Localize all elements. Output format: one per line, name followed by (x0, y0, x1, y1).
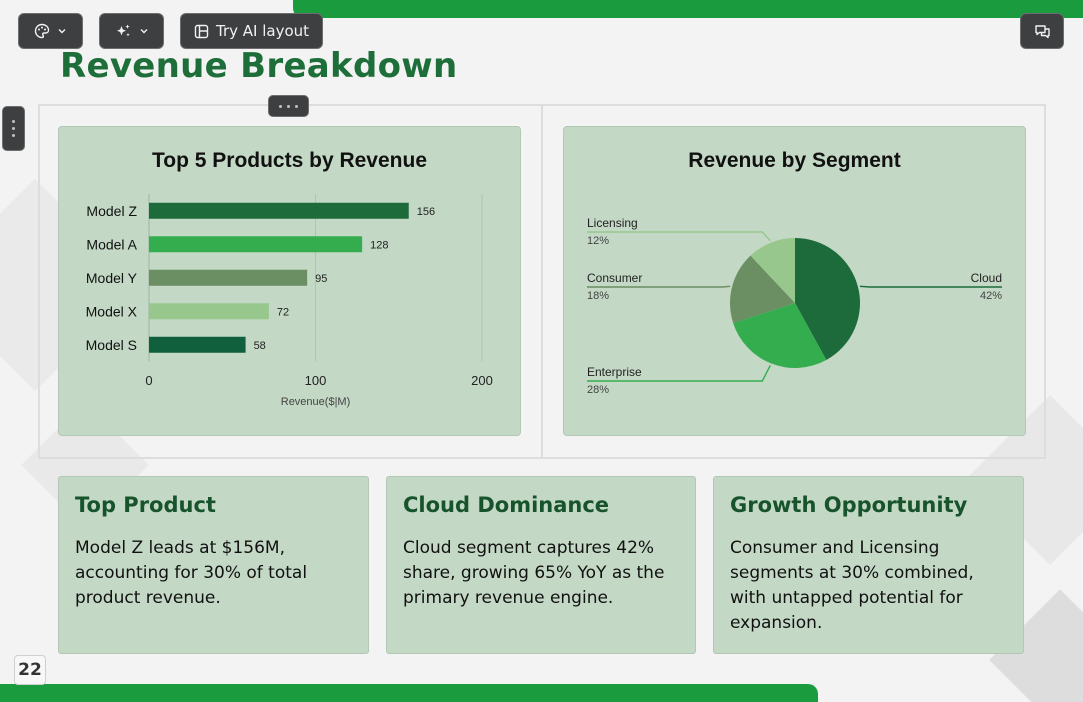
slice-percent: 28% (587, 384, 609, 396)
insight-card-top-product: Top Product Model Z leads at $156M, acco… (58, 476, 369, 654)
insight-title: Top Product (75, 493, 216, 517)
top-accent-bar (293, 0, 1083, 18)
bar (149, 202, 409, 219)
pie-slice (730, 255, 795, 324)
page-number: 22 (14, 655, 46, 685)
slice-label: Cloud (971, 271, 1002, 285)
data-label: 58 (254, 340, 266, 352)
pie-slice (750, 238, 795, 303)
pie-slice (795, 238, 860, 360)
x-axis-label: Revenue($|M) (281, 396, 351, 408)
slice-percent: 42% (980, 290, 1002, 302)
category-label: Model X (86, 303, 138, 319)
theme-button[interactable] (18, 13, 83, 49)
leader-line (587, 231, 771, 242)
pie-chart-card: Revenue by Segment Cloud 42% Enterprise 28%… (563, 126, 1026, 436)
slice-label: Consumer (587, 271, 642, 285)
bar-chart: 0 100 200 Model Z 156 Model A 128 Model Y 95 Mode… (86, 194, 493, 408)
bar (149, 336, 246, 353)
bottom-accent-bar (0, 684, 818, 702)
bar-chart-card: Top 5 Products by Revenue 0 100 200 Model Z… (58, 126, 521, 436)
leader-line (587, 364, 771, 382)
chart-title: Revenue by Segment (688, 149, 901, 172)
data-label: 72 (277, 306, 289, 318)
x-tick-label: 200 (471, 373, 493, 388)
chevron-down-icon (140, 29, 147, 34)
bar (149, 269, 308, 286)
try-ai-layout-button[interactable]: Try AI layout (180, 13, 323, 49)
leader-line (859, 285, 1002, 288)
comments-icon (1034, 24, 1050, 38)
palette-icon (34, 23, 50, 39)
data-label: 156 (417, 206, 435, 218)
slice-percent: 12% (587, 235, 609, 247)
slice-percent: 18% (587, 290, 609, 302)
pie-chart: Cloud 42% Enterprise 28% Consumer 18% Licensin… (587, 216, 1002, 396)
insight-title: Growth Opportunity (730, 493, 968, 517)
ai-magic-button[interactable] (99, 13, 164, 49)
insight-card-cloud-dominance: Cloud Dominance Cloud segment captures 4… (386, 476, 696, 654)
x-tick-label: 100 (305, 373, 327, 388)
bar (149, 236, 363, 253)
insight-text: Consumer and Licensing segments at 30% c… (730, 538, 974, 633)
insight-text: Cloud segment captures 42% share, growin… (403, 538, 665, 608)
chart-title: Top 5 Products by Revenue (152, 149, 427, 172)
side-drag-handle[interactable] (2, 106, 25, 151)
pie-slice (733, 303, 827, 368)
data-label: 95 (315, 273, 327, 285)
insight-title: Cloud Dominance (403, 493, 610, 517)
sparkles-icon (116, 24, 130, 37)
slice-label: Enterprise (587, 365, 642, 379)
category-label: Model Z (86, 203, 137, 219)
category-label: Model Y (86, 270, 138, 286)
bar (149, 303, 269, 320)
page-title: Revenue Breakdown (60, 46, 458, 86)
leader-line (587, 285, 731, 288)
comments-button[interactable] (1020, 13, 1064, 49)
chart-divider (541, 105, 543, 458)
try-ai-layout-label: Try AI layout (215, 22, 310, 40)
category-label: Model S (86, 337, 137, 353)
insight-text: Model Z leads at $156M, accounting for 3… (75, 538, 308, 608)
insight-card-growth-opportunity: Growth Opportunity Consumer and Licensin… (713, 476, 1024, 654)
category-label: Model A (86, 236, 137, 252)
slice-label: Licensing (587, 216, 638, 230)
layout-icon (194, 24, 209, 38)
block-drag-handle[interactable] (268, 95, 309, 117)
chevron-down-icon (58, 29, 66, 34)
data-label: 128 (370, 239, 388, 251)
x-tick-label: 0 (145, 373, 152, 388)
